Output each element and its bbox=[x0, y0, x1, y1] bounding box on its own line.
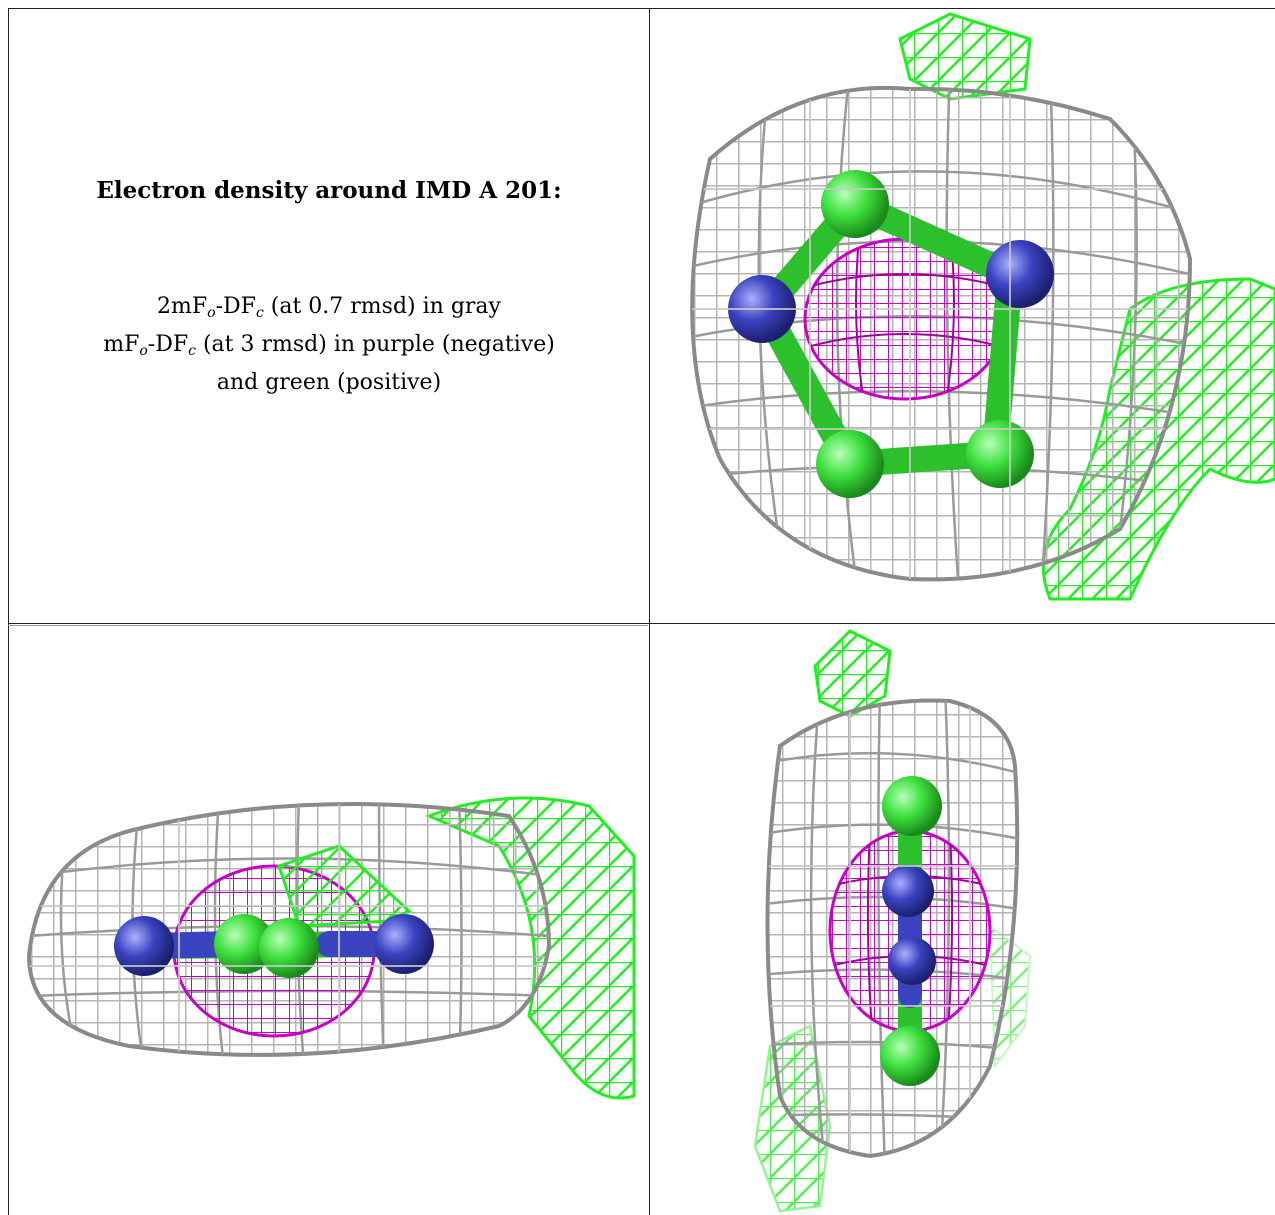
legend-line-gray: 2mFo-DFc (at 0.7 rmsd) in gray bbox=[157, 294, 501, 321]
imidazole-ring-edge bbox=[880, 776, 942, 1086]
caption-legend: 2mFo-DFc (at 0.7 rmsd) in gray mFo-DFc (… bbox=[9, 291, 649, 398]
imidazole-ring-side bbox=[114, 914, 434, 978]
density-view-side bbox=[9, 626, 649, 1215]
figure-table bbox=[8, 8, 1275, 1215]
legend-line-difference: mFo-DFc (at 3 rmsd) in purple (negative) bbox=[103, 332, 555, 359]
table-divider-horizontal-inner bbox=[8, 625, 648, 626]
legend-line-green: and green (positive) bbox=[216, 370, 442, 395]
imidazole-ring-top bbox=[728, 170, 1054, 498]
density-render-edge bbox=[753, 629, 1032, 1213]
density-render-side bbox=[26, 796, 636, 1100]
caption-cell: Electron density around IMD A 201: 2mFo-… bbox=[9, 9, 649, 623]
density-render-top bbox=[690, 12, 1275, 601]
density-view-edge bbox=[650, 626, 1275, 1215]
table-divider-vertical bbox=[649, 8, 650, 1215]
density-view-top bbox=[650, 9, 1275, 623]
table-divider-horizontal bbox=[8, 623, 1275, 624]
caption-title: Electron density around IMD A 201: bbox=[96, 177, 562, 204]
